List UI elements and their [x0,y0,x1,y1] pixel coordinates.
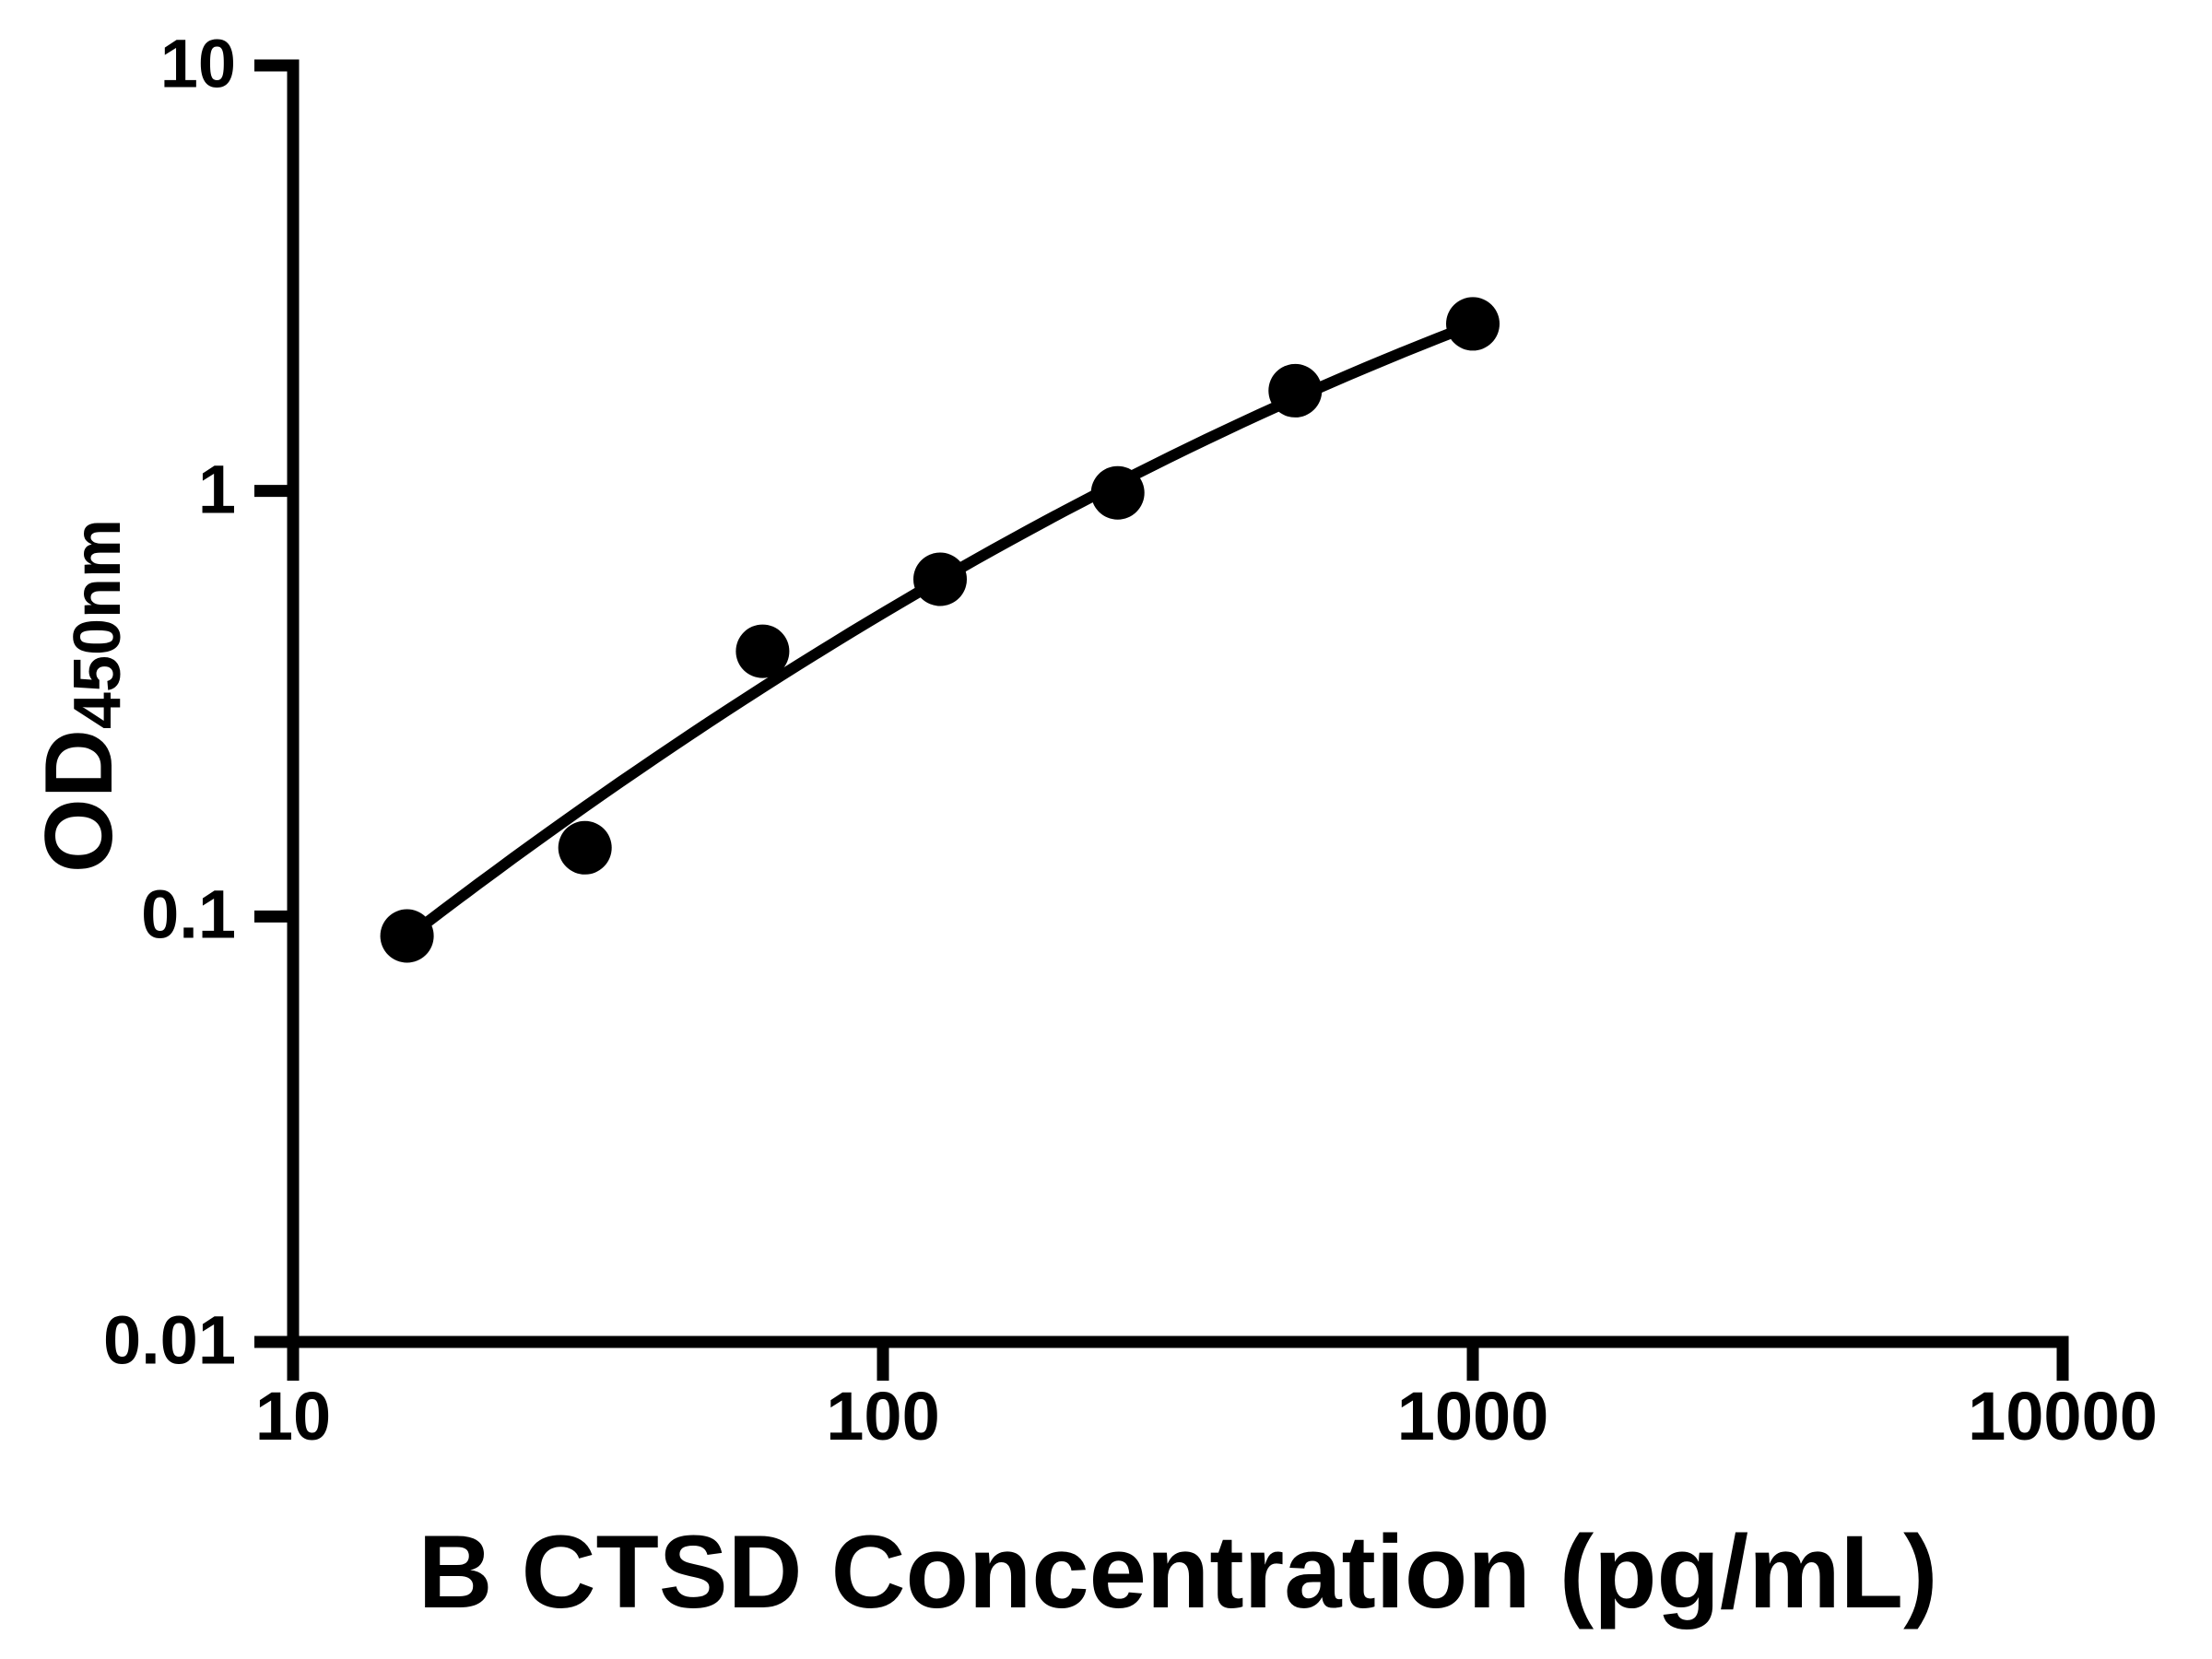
data-point [1268,363,1323,418]
data-point [558,820,612,875]
x-axis-title: B CTSD Concentration (pg/mL) [418,1514,1938,1630]
y-tick-label: 0.01 [102,1301,236,1379]
x-tick-label: 1000 [1396,1378,1549,1454]
axis-spines [254,59,2069,1381]
data-point [1090,465,1145,520]
data-point [913,552,967,606]
data-point [1446,297,1500,351]
data-point [380,909,434,963]
y-tick-label: 10 [159,25,236,102]
x-tick-label: 10 [254,1378,332,1454]
y-axis-title: OD450nm [26,519,135,873]
y-tick-label: 0.1 [141,876,236,953]
y-axis-title-subscript: 450nm [61,518,135,730]
x-tick-label: 100 [826,1378,940,1454]
x-tick-label: 10000 [1968,1378,2158,1454]
y-tick-label: 1 [197,451,236,528]
data-point [735,624,790,678]
y-axis-title-main: OD [26,729,133,874]
